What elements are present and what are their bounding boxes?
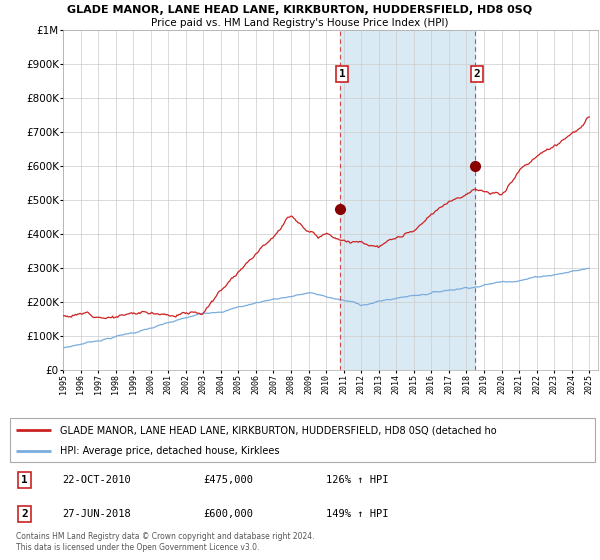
Text: GLADE MANOR, LANE HEAD LANE, KIRKBURTON, HUDDERSFIELD, HD8 0SQ: GLADE MANOR, LANE HEAD LANE, KIRKBURTON,… (67, 5, 533, 15)
Text: 149% ↑ HPI: 149% ↑ HPI (326, 508, 388, 519)
Text: £475,000: £475,000 (203, 475, 253, 485)
Text: This data is licensed under the Open Government Licence v3.0.: This data is licensed under the Open Gov… (16, 543, 259, 552)
Text: 1: 1 (21, 475, 28, 485)
Text: Price paid vs. HM Land Registry's House Price Index (HPI): Price paid vs. HM Land Registry's House … (151, 18, 449, 28)
Text: 2: 2 (21, 508, 28, 519)
Text: 126% ↑ HPI: 126% ↑ HPI (326, 475, 388, 485)
Text: HPI: Average price, detached house, Kirklees: HPI: Average price, detached house, Kirk… (60, 446, 279, 456)
Text: 22-OCT-2010: 22-OCT-2010 (62, 475, 131, 485)
Bar (340, 30, 475, 370)
Text: 27-JUN-2018: 27-JUN-2018 (62, 508, 131, 519)
Text: 2: 2 (473, 69, 481, 79)
Text: Contains HM Land Registry data © Crown copyright and database right 2024.: Contains HM Land Registry data © Crown c… (16, 532, 314, 541)
Text: £600,000: £600,000 (203, 508, 253, 519)
Text: 1: 1 (338, 69, 345, 79)
Text: GLADE MANOR, LANE HEAD LANE, KIRKBURTON, HUDDERSFIELD, HD8 0SQ (detached ho: GLADE MANOR, LANE HEAD LANE, KIRKBURTON,… (60, 426, 496, 435)
